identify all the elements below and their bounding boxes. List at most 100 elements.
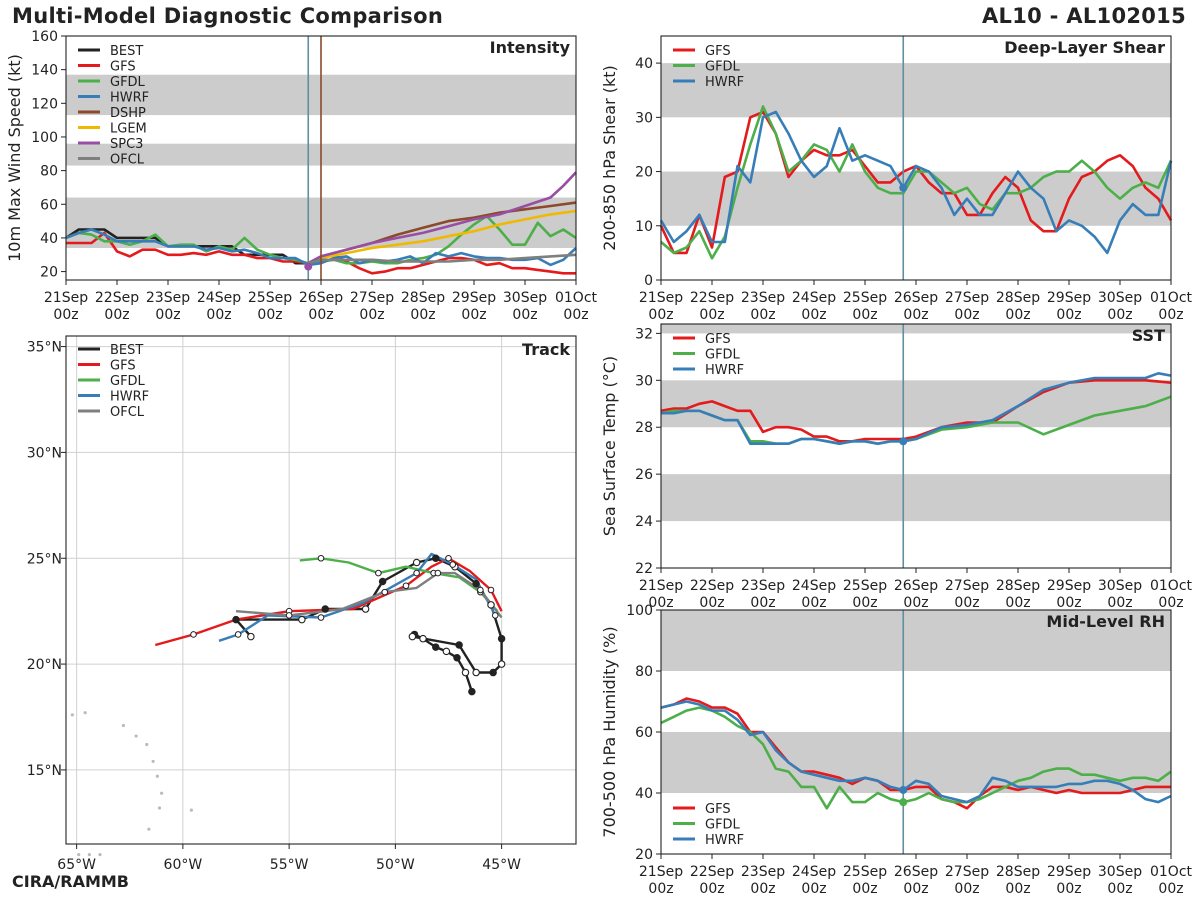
rh-band-1: [661, 610, 1171, 671]
rh-series-gfs: [660, 697, 1171, 810]
shear-title: Deep-Layer Shear: [1004, 38, 1165, 57]
shear-ytick-label: 30: [635, 110, 653, 126]
island-shape: [134, 734, 138, 738]
track-xtick-label: 60°W: [164, 857, 203, 873]
shear-xtick-sublabel: 00z: [801, 307, 826, 323]
track-point-hwrf: [449, 561, 457, 568]
track-point-best: [453, 653, 461, 662]
rh-xtick-label: 22Sep: [690, 864, 734, 880]
sst-xtick-label: 27Sep: [945, 578, 989, 594]
track-point-ofcl: [434, 569, 442, 577]
island-shape: [157, 806, 162, 810]
sst-xtick-sublabel: 00z: [1056, 595, 1081, 611]
sst-xtick-label: 01Oct: [1150, 578, 1193, 594]
intensity-ytick-label: 160: [31, 29, 58, 45]
intensity-ytick-label: 140: [31, 63, 58, 79]
rh-xtick-label: 21Sep: [639, 864, 683, 880]
intensity-legend-label-lgem: LGEM: [110, 122, 147, 137]
intensity-xtick-sublabel: 00z: [308, 307, 333, 323]
track-path-gfs: [154, 557, 503, 647]
intensity-xtick-label: 24Sep: [197, 290, 241, 306]
rh-xtick-sublabel: 00z: [648, 881, 673, 897]
figure-title: Multi-Model Diagnostic Comparison: [12, 4, 444, 28]
sst-legend-label-gfdl: GFDL: [705, 348, 741, 363]
track-path-hwrf: [218, 552, 497, 642]
sst-xtick-sublabel: 00z: [852, 595, 877, 611]
shear-xtick-label: 25Sep: [843, 290, 887, 306]
intensity-ytick-label: 80: [40, 164, 58, 180]
track-point-ofcl: [477, 586, 484, 594]
sst-xtick-label: 21Sep: [639, 578, 683, 594]
shear-series-gfdl: [660, 105, 1173, 260]
shear-xtick-sublabel: 00z: [1005, 307, 1030, 323]
sst-xtick-sublabel: 00z: [1107, 595, 1132, 611]
rh-xtick-label: 25Sep: [843, 864, 887, 880]
shear-ytick-label: 10: [635, 219, 653, 235]
chart-intensity: 2040608010012014016021Sep00z22Sep00z23Se…: [5, 29, 598, 323]
intensity-title: Intensity: [490, 38, 571, 57]
shear-xtick-sublabel: 00z: [852, 307, 877, 323]
track-point-best: [442, 647, 451, 656]
sst-xtick-label: 28Sep: [996, 578, 1040, 594]
rh-xtick-label: 23Sep: [741, 864, 785, 880]
rh-legend-label-gfs: GFS: [705, 802, 731, 817]
shear-xtick-sublabel: 00z: [1056, 307, 1081, 323]
intensity-ytick-label: 120: [31, 96, 58, 112]
rh-xtick-sublabel: 00z: [852, 881, 877, 897]
track-xtick-label: 55°W: [270, 857, 309, 873]
rh-xtick-label: 24Sep: [792, 864, 836, 880]
intensity-series-ofcl: [307, 253, 577, 265]
shear-xtick-label: 22Sep: [690, 290, 734, 306]
shear-xtick-label: 27Sep: [945, 290, 989, 306]
track-ytick-label: 30°N: [27, 445, 62, 461]
sst-ytick-label: 24: [635, 514, 653, 530]
track-path-gfdl: [299, 557, 499, 612]
rh-xtick-label: 27Sep: [945, 864, 989, 880]
track-xtick-label: 50°W: [376, 857, 415, 873]
intensity-legend-label-spc3: SPC3: [110, 137, 143, 152]
track-point-best: [487, 601, 495, 609]
intensity-xtick-label: 27Sep: [350, 290, 394, 306]
intensity-ytick-label: 40: [40, 231, 58, 247]
intensity-xtick-sublabel: 00z: [104, 307, 129, 323]
track-point-best: [431, 554, 440, 562]
intensity-ylabel: 10m Max Wind Speed (kt): [5, 54, 24, 262]
chart-track: 65°W 60°W 55°W 50°W 45°W 15°N 20°N 25°N 30°N 35°N…: [27, 335, 577, 873]
track-path-ofcl: [235, 571, 503, 619]
sst-ytick-label: 22: [635, 561, 653, 577]
sst-xtick-sublabel: 00z: [903, 595, 928, 611]
intensity-xtick-label: 22Sep: [95, 290, 139, 306]
shear-legend-label-hwrf: HWRF: [705, 75, 744, 90]
track-point-gfs: [487, 586, 495, 594]
rh-xtick-sublabel: 00z: [1158, 881, 1183, 897]
intensity-xtick-sublabel: 00z: [410, 307, 435, 323]
sst-band-0: [661, 474, 1171, 522]
shear-xtick-sublabel: 00z: [1107, 307, 1132, 323]
track-point-best: [321, 605, 329, 613]
intensity-xtick-sublabel: 00z: [206, 307, 231, 323]
island-shape: [160, 791, 164, 795]
chart-sst: 22242628303221Sep00z22Sep00z23Sep00z24Se…: [600, 323, 1193, 611]
chart-shear: 01020304021Sep00z22Sep00z23Sep00z24Sep00…: [600, 35, 1193, 323]
sst-xtick-sublabel: 00z: [954, 595, 979, 611]
island-shape: [77, 852, 81, 857]
track-point-best: [419, 634, 427, 643]
shear-legend-label-gfdl: GFDL: [705, 60, 741, 75]
island-shape: [70, 713, 74, 717]
sst-xtick-sublabel: 00z: [750, 595, 775, 611]
shear-xtick-label: 26Sep: [894, 290, 938, 306]
track-ytick-label: 25°N: [27, 551, 62, 567]
island-shape: [189, 808, 193, 812]
rh-xtick-sublabel: 00z: [699, 881, 724, 897]
track-point-gfs: [402, 582, 410, 590]
rh-xtick-sublabel: 00z: [1005, 881, 1030, 897]
shear-xtick-sublabel: 00z: [903, 307, 928, 323]
shear-analysis-point: [899, 183, 908, 192]
shear-xtick-label: 30Sep: [1098, 290, 1142, 306]
track-point-best: [455, 641, 463, 649]
shear-ytick-label: 20: [635, 165, 653, 181]
intensity-series-spc3: [307, 171, 577, 265]
intensity-ytick-label: 100: [31, 130, 58, 146]
rh-xtick-label: 01Oct: [1150, 864, 1193, 880]
shear-legend-label-gfs: GFS: [705, 44, 731, 59]
